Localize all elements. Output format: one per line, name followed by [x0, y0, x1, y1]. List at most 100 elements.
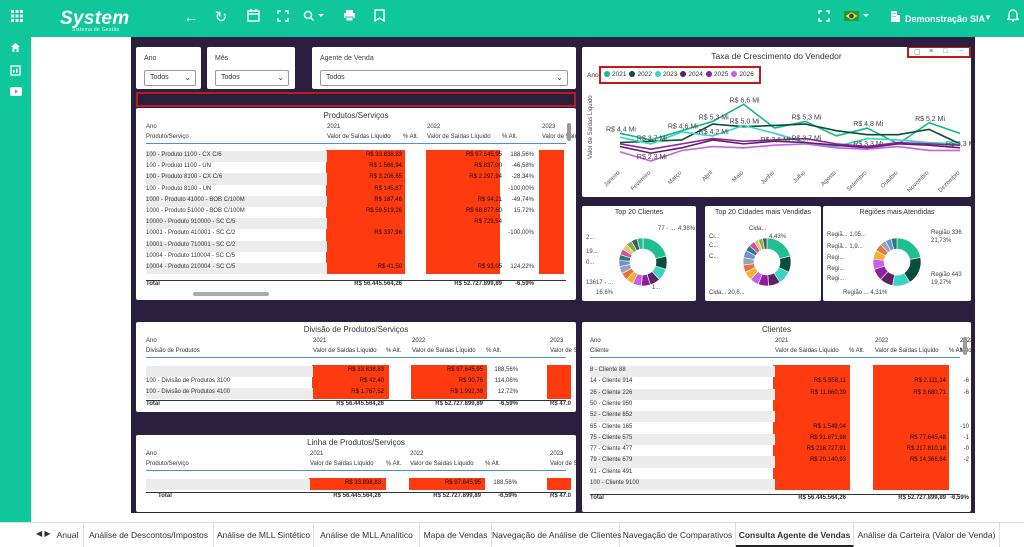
donut-slice[interactable]	[642, 237, 667, 260]
chevron-down-icon: ⌄	[556, 73, 563, 82]
header-year: 2023	[550, 338, 564, 344]
total-2023: R$ 47.0	[550, 493, 572, 499]
header-divider	[146, 143, 566, 144]
report-icon[interactable]	[8, 65, 23, 79]
header-value: Valor de Saídas Líquido	[775, 348, 839, 354]
clientes-matrix: Clientes Ano Cliente 2021 Valor de Saídas L…	[582, 322, 971, 512]
horizontal-scrollbar[interactable]	[193, 292, 269, 296]
header-ano: Ano	[146, 124, 157, 130]
print-icon[interactable]	[340, 9, 358, 27]
donut-label: Regi...	[827, 255, 845, 261]
donut-slice[interactable]	[766, 237, 791, 260]
table-row[interactable]	[582, 400, 960, 411]
data-label: R$ 5,2 Mi	[915, 116, 945, 123]
series-line-2022[interactable]	[619, 123, 961, 145]
total-2022: R$ 52.727.899,89	[898, 495, 946, 501]
slicer-ano[interactable]: Ano Todos ⌄	[136, 47, 201, 89]
tab-consulta-agente-de-vendas[interactable]: Consulta Agente de Vendas	[736, 523, 854, 547]
donut-label: Região ... 4,31%	[843, 290, 888, 296]
header-year: 2023	[542, 124, 556, 130]
slicer-ano-dropdown[interactable]: Todos ⌄	[144, 70, 196, 86]
series-line-2025[interactable]	[619, 137, 961, 150]
tab-navega-o-de-an-lise-de-clientes[interactable]: Navegação de Análise de Clientes	[492, 523, 621, 547]
tab-an-lise-de-mll-sint-tico[interactable]: Análise de MLL Sintético	[214, 523, 314, 547]
calendar-icon[interactable]	[244, 9, 262, 27]
series-line-2026[interactable]	[619, 143, 960, 162]
youtube-icon[interactable]	[8, 86, 23, 100]
header-value: Valor de Saídas Líquido	[542, 134, 576, 140]
highlight-box	[136, 92, 576, 107]
value-column-fill	[539, 150, 564, 275]
cell-alt: -10	[960, 423, 969, 430]
slicer-mes-dropdown[interactable]: Todos ⌄	[215, 70, 289, 86]
back-arrow-icon[interactable]: ←	[183, 9, 199, 26]
data-label: R$ 3,6 Mi	[761, 137, 791, 144]
x-tick-label: Novembro	[907, 170, 931, 194]
legend-item[interactable]: 2021	[604, 71, 626, 78]
header-year: 2022	[410, 451, 424, 457]
slicer-mes-label: Mês	[215, 55, 229, 62]
tab-an-lise-de-descontos-impostos[interactable]: Análise de Descontos/Impostos	[84, 523, 214, 547]
more-icon[interactable]: …	[957, 47, 964, 53]
filter-icon[interactable]: ≡	[929, 48, 934, 55]
data-label: R$ 5,3 Mi	[791, 114, 821, 121]
vertical-scrollbar[interactable]	[963, 337, 967, 355]
total-divider	[590, 494, 960, 495]
donut-slice[interactable]	[896, 237, 921, 260]
donut-title: Top 20 Cidades mais Vendidas	[714, 209, 812, 216]
zoom-search-icon[interactable]	[300, 9, 328, 27]
donut-label: Cida...	[749, 226, 767, 232]
bookmark-icon[interactable]	[370, 9, 388, 27]
donut-slice[interactable]	[762, 237, 768, 250]
donut-label: 4,38%	[678, 226, 696, 232]
row-label: 100 - Produto 1100 - UN	[146, 163, 211, 170]
slicer-mes[interactable]: Mês Todos ⌄	[207, 47, 295, 89]
fit-screen-icon[interactable]	[815, 9, 833, 27]
tab-mapa-de-vendas[interactable]: Mapa de Vendas	[420, 523, 492, 547]
table-row[interactable]	[582, 423, 960, 434]
legend-item[interactable]: 2025	[705, 71, 728, 78]
table-row[interactable]	[582, 468, 960, 479]
pin-icon[interactable]: ▢	[914, 49, 921, 56]
value-column-fill	[326, 150, 405, 275]
tab-anual[interactable]: Anual	[52, 523, 84, 547]
row-stripe	[146, 240, 327, 252]
focus-icon[interactable]: □	[943, 48, 948, 55]
tab-navega-o-de-comparativos[interactable]: Navegação de Comparativos	[620, 523, 736, 547]
tab-an-lise-da-carteira-valor-de-venda-[interactable]: Análise da Carteira (Valor de Venda)	[854, 523, 1000, 547]
slicer-agente-dropdown[interactable]: Todos ⌄	[320, 70, 568, 86]
report-canvas: Ano Todos ⌄ Mês Todos ⌄ Agente de Venda To…	[131, 37, 975, 513]
company-dropdown-icon[interactable]: ▼	[984, 13, 992, 22]
company-name[interactable]: Demonstração SIA	[905, 14, 986, 24]
refresh-icon[interactable]: ↻	[214, 9, 228, 26]
tab-scroll-arrows-icon[interactable]: ◀ ▶	[36, 529, 51, 538]
home-icon[interactable]	[8, 42, 23, 56]
legend-item[interactable]: 2026	[731, 71, 754, 78]
series-line-2024[interactable]	[619, 139, 961, 154]
fullscreen-icon[interactable]	[274, 9, 292, 27]
legend-item[interactable]: 2024	[680, 71, 703, 78]
legend-item[interactable]: 2023	[654, 71, 677, 78]
br-flag-icon[interactable]	[843, 9, 871, 27]
data-label: R$ 3,7 Mi	[637, 136, 667, 143]
donut-label: 21,73%	[931, 238, 952, 244]
series-line-2023[interactable]	[619, 124, 961, 148]
vertical-scrollbar[interactable]	[567, 123, 571, 141]
row-label: 26 - Cliente 226	[590, 389, 633, 396]
x-tick-label: Janeiro	[603, 170, 622, 189]
donut-slice[interactable]	[636, 237, 644, 250]
data-label: R$ 4,8 Mi	[853, 121, 883, 128]
total-alt: -6,59%	[949, 495, 969, 501]
slicer-agente[interactable]: Agente de Venda Todos ⌄	[312, 47, 576, 89]
header-year: 2022	[412, 338, 426, 344]
row-label: 10001 - Produto 410001 - SC C/2	[146, 230, 236, 237]
header-value: Valor de Saídas Líquido	[313, 348, 377, 354]
apps-grid-icon[interactable]	[8, 9, 26, 27]
donut-label: 13617 - ...	[586, 280, 613, 286]
header-ano: Ano	[590, 338, 601, 344]
legend-item[interactable]: 2022	[629, 71, 652, 78]
donut-slice[interactable]	[890, 237, 898, 250]
notification-bell-icon[interactable]	[1004, 9, 1022, 27]
tab-an-lise-de-mll-anal-tico[interactable]: Análise de MLL Analítico	[314, 523, 420, 547]
total-alt: -6,59%	[498, 401, 518, 407]
